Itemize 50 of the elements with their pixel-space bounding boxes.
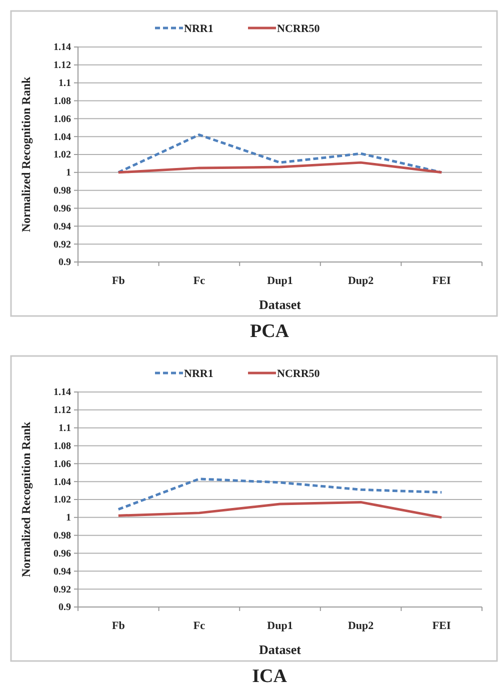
y-tick-label: 0.94	[54, 566, 71, 578]
x-tick-label: Fc	[193, 274, 206, 287]
y-tick-label: 1.12	[54, 405, 71, 416]
y-tick-label: 1.06	[54, 114, 71, 125]
line-series	[117, 500, 443, 519]
y-tick-label: 1.1	[58, 78, 71, 90]
y-tick-label: 1.14	[54, 42, 71, 54]
y-tick-label: 1.08	[54, 440, 71, 452]
y-tick-label: 1.08	[54, 96, 71, 107]
x-tick-label: Dup1	[267, 274, 293, 287]
y-tick-label: 1.04	[54, 132, 71, 143]
y-tick-label: 0.98	[54, 186, 71, 197]
legend-label: NCRR50	[277, 23, 320, 35]
x-tick-label: Fc	[193, 620, 206, 632]
y-axis-title: Normalized Recognition Rank	[19, 76, 33, 232]
y-tick-label: 1	[66, 512, 71, 524]
x-tick-label: Dup2	[348, 274, 374, 287]
y-tick-label: 1	[66, 168, 71, 179]
y-axis-title: Normalized Recognition Rank	[19, 422, 33, 578]
legend-label: NRR1	[184, 368, 214, 380]
y-tick-label: 1.06	[54, 458, 71, 470]
text: ICA	[252, 666, 288, 687]
y-tick-label: 1.1	[58, 423, 71, 434]
y-tick-label: 1.12	[54, 60, 71, 72]
y-tick-label: 1.02	[54, 150, 71, 161]
x-axis-title: Dataset	[259, 642, 302, 657]
y-tick-label: 1.14	[54, 387, 71, 398]
y-tick-label: 0.9	[58, 257, 71, 268]
y-tick-label: 1.02	[54, 494, 71, 506]
y-tick-label: 0.92	[54, 239, 71, 250]
y-tick-label: 0.94	[54, 221, 71, 232]
x-tick-label: Dup2	[348, 620, 374, 632]
line-series	[117, 161, 443, 174]
x-tick-label: FEI	[432, 274, 451, 287]
line-series	[117, 478, 443, 511]
x-tick-label: Fb	[112, 620, 125, 632]
y-tick-label: 1.04	[54, 476, 71, 488]
x-tick-label: Fb	[112, 274, 125, 287]
y-tick-label: 0.92	[54, 584, 71, 596]
x-tick-label: Dup1	[267, 620, 293, 632]
y-tick-label: 0.9	[58, 602, 71, 614]
legend-label: NCRR50	[277, 368, 320, 380]
line-series	[117, 134, 443, 174]
text: PCA	[250, 321, 290, 342]
y-tick-label: 0.96	[54, 548, 71, 560]
x-axis-title: Dataset	[259, 297, 302, 312]
y-tick-label: 0.98	[54, 530, 71, 542]
y-tick-label: 0.96	[54, 203, 71, 214]
legend-label: NRR1	[184, 23, 214, 35]
x-tick-label: FEI	[432, 620, 451, 632]
